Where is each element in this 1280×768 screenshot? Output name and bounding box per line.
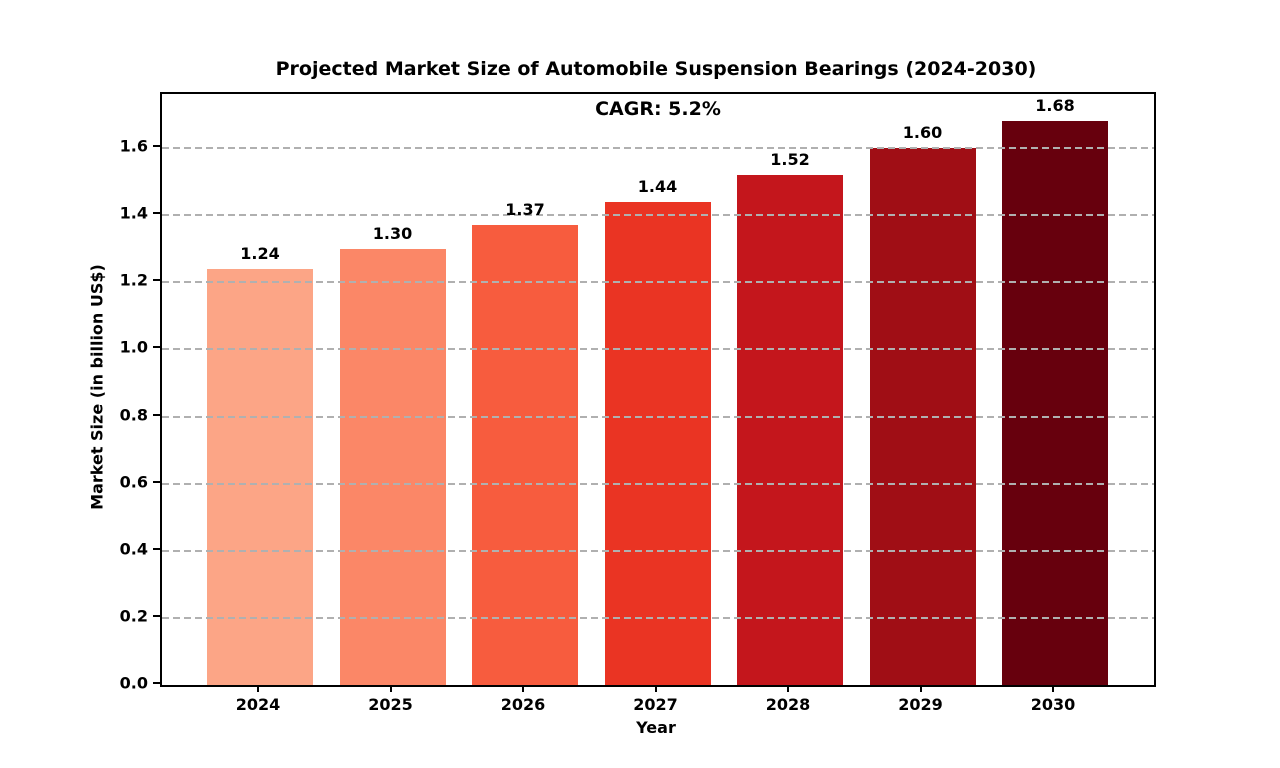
ytick-label-0.0: 0.0 (119, 673, 148, 693)
ytick-mark-0.0 (153, 682, 160, 684)
ytick-mark-0.6 (153, 480, 160, 483)
gridline-1.0 (162, 348, 1154, 351)
bar-value-label-2024: 1.24 (240, 243, 280, 263)
cagr-annotation: CAGR: 5.2% (595, 98, 721, 120)
ytick-mark-0.8 (153, 413, 160, 416)
xtick-mark-2024 (257, 685, 259, 692)
plot-area: 1.24 1.30 1.37 1.44 1.52 1.60 1.68 CAGR: 5.2% (160, 92, 1156, 687)
xtick-mark-2025 (389, 685, 392, 692)
grid-layer (162, 94, 1154, 685)
ytick-mark-1.4 (153, 212, 160, 215)
bar-value-label-2026: 1.37 (505, 200, 545, 220)
gridline-1.4 (162, 214, 1154, 217)
bar-2024 (207, 268, 313, 685)
bar-value-label-2029: 1.60 (902, 123, 943, 143)
ytick-label-1.6: 1.6 (119, 136, 148, 156)
ytick-label-1.2: 1.2 (119, 270, 148, 290)
bar-labels-layer: 1.24 1.30 1.37 1.44 1.52 1.60 1.68 (162, 94, 1154, 685)
ytick-label-0.8: 0.8 (119, 405, 148, 425)
xtick-mark-2029 (919, 685, 922, 692)
ytick-label-0.2: 0.2 (119, 606, 148, 626)
xtick-label-2028: 2028 (765, 695, 811, 714)
bar-value-label-2025: 1.30 (372, 223, 413, 243)
xtick-mark-2026 (522, 685, 524, 692)
ytick-label-1.0: 1.0 (119, 337, 148, 357)
ytick-mark-1.0 (153, 346, 160, 349)
gridline-1.6 (162, 147, 1154, 150)
gridline-0.2 (162, 616, 1154, 619)
bar-value-label-2028: 1.52 (770, 149, 810, 169)
xtick-label-2029: 2029 (898, 695, 943, 714)
gridline-1.2 (162, 281, 1154, 284)
ytick-mark-0.4 (153, 547, 160, 550)
ytick-mark-1.2 (153, 279, 160, 282)
bar-value-label-2027: 1.44 (637, 176, 678, 196)
x-axis-label: Year (636, 718, 676, 737)
xtick-label-2030: 2030 (1030, 695, 1076, 714)
xtick-mark-2028 (787, 685, 789, 692)
chart-title: Projected Market Size of Automobile Susp… (275, 58, 1037, 80)
ytick-label-0.4: 0.4 (119, 539, 148, 559)
xtick-mark-2027 (654, 685, 657, 692)
xtick-label-2024: 2024 (235, 695, 281, 714)
gridline-0.6 (162, 482, 1154, 485)
ytick-mark-1.6 (153, 145, 160, 148)
ytick-mark-0.2 (153, 614, 160, 617)
xtick-label-2027: 2027 (633, 695, 678, 714)
ytick-label-1.4: 1.4 (119, 203, 148, 223)
xtick-mark-2030 (1052, 685, 1054, 692)
bar-2028 (737, 174, 843, 685)
bar-2025 (339, 248, 446, 685)
y-axis-label: Market Size (in billion US$) (87, 264, 107, 510)
gridline-0.4 (162, 549, 1154, 552)
gridline-0.8 (162, 415, 1154, 418)
bar-value-label-2030: 1.68 (1035, 96, 1075, 116)
xtick-label-2025: 2025 (368, 695, 413, 714)
ytick-label-0.6: 0.6 (119, 472, 148, 492)
xtick-label-2026: 2026 (500, 695, 546, 714)
bar-2026 (472, 225, 578, 685)
